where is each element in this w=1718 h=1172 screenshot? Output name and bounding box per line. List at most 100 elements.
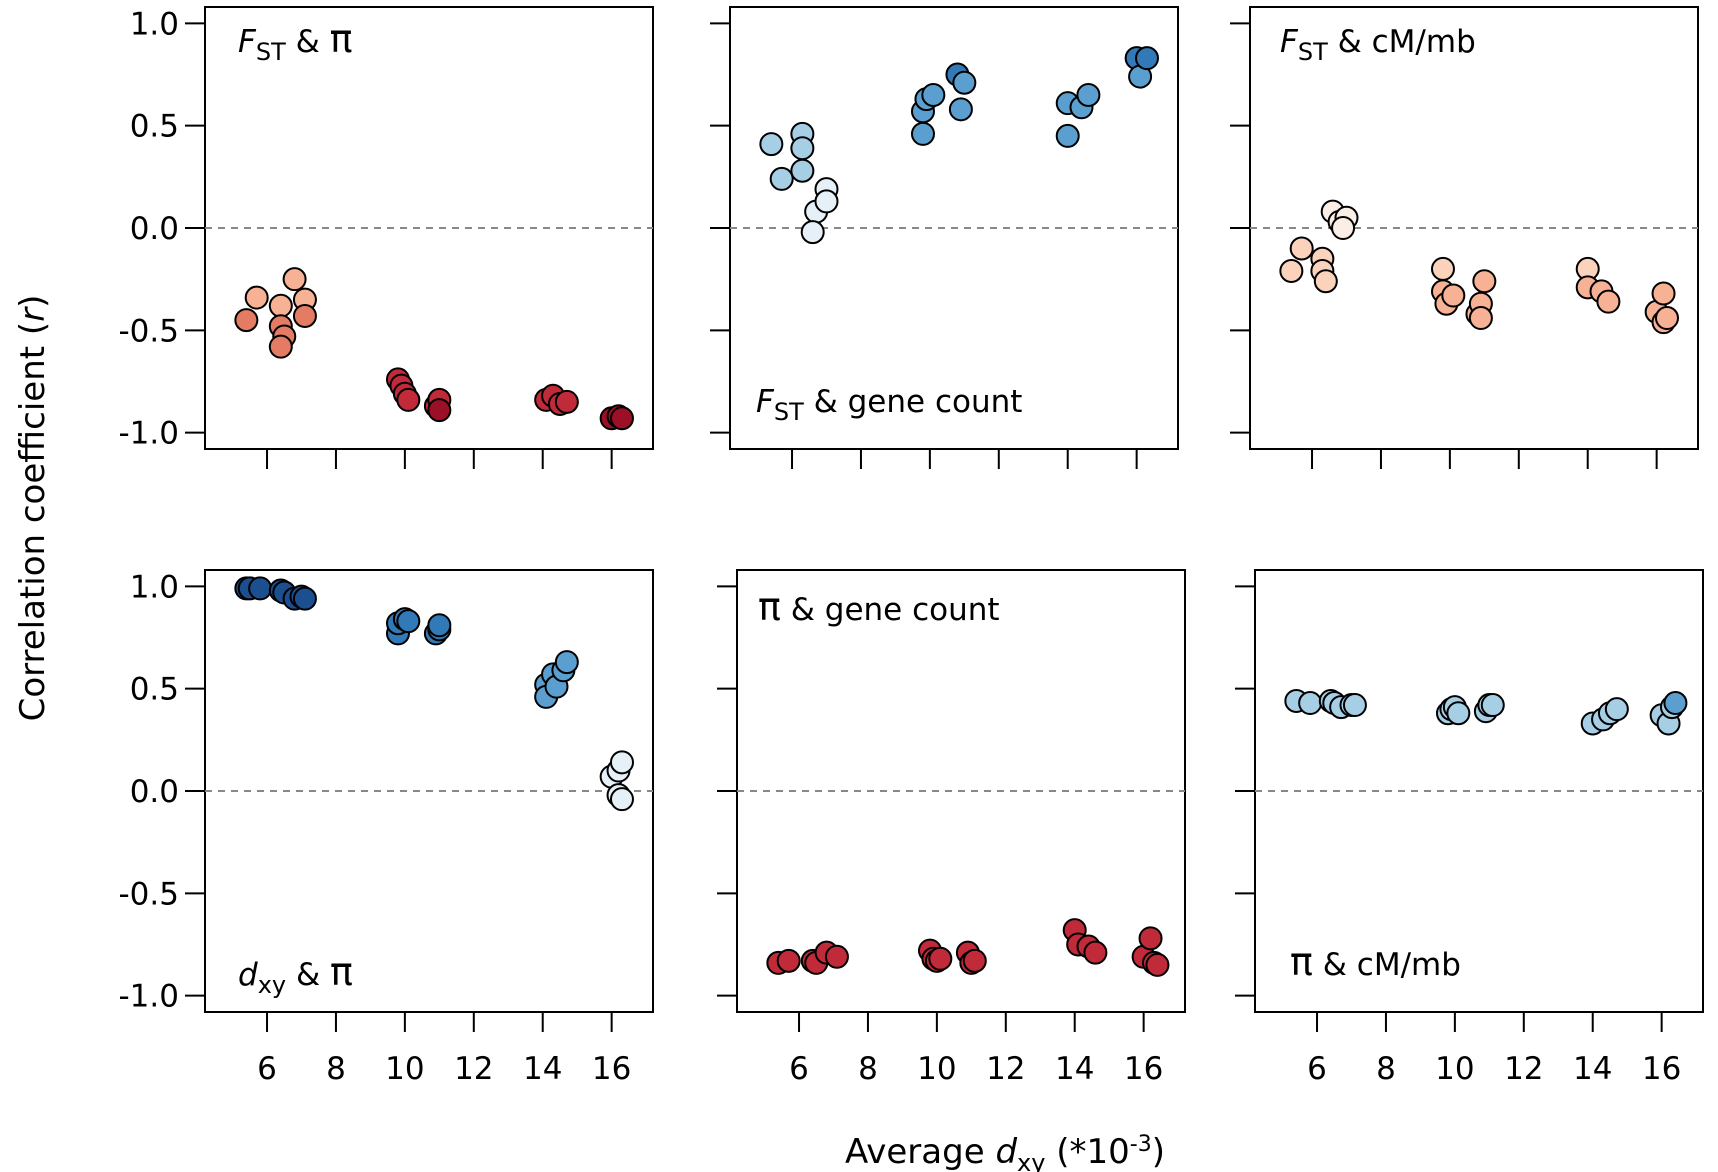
x-tick-label: 6 bbox=[1307, 1051, 1327, 1087]
data-point bbox=[928, 946, 953, 971]
y-tick-label: 1.0 bbox=[130, 569, 179, 605]
x-axis-title-close: ) bbox=[1152, 1132, 1165, 1172]
data-point bbox=[427, 613, 452, 638]
data-point bbox=[244, 285, 269, 310]
panel-label-rest: & cM/mb bbox=[1313, 947, 1461, 983]
data-point bbox=[1331, 216, 1356, 240]
data-point bbox=[609, 406, 634, 431]
x-tick-label: 14 bbox=[1055, 1051, 1094, 1087]
y-tick-label: 0.0 bbox=[130, 774, 179, 810]
data-point bbox=[814, 189, 839, 214]
panel-label-sub: ST bbox=[256, 38, 286, 66]
y-tick-label: 0.0 bbox=[130, 211, 179, 247]
data-point bbox=[234, 308, 259, 333]
y-tick-label: -0.5 bbox=[119, 313, 180, 349]
x-tick-label: 16 bbox=[592, 1051, 631, 1087]
data-point bbox=[1279, 258, 1304, 283]
data-point bbox=[609, 787, 634, 812]
panel-6: 6 8 10 12 14 16 π & cM/mb bbox=[1235, 569, 1704, 1087]
x-axis-title-main: Average bbox=[845, 1132, 995, 1172]
data-point bbox=[396, 609, 421, 634]
data-point bbox=[1654, 306, 1679, 331]
data-point bbox=[282, 267, 307, 292]
x-tick-label: 6 bbox=[257, 1051, 277, 1087]
data-point bbox=[1134, 46, 1159, 71]
panel-label-sub: ST bbox=[774, 398, 804, 426]
panel-label: FST & gene count bbox=[756, 384, 1022, 426]
panel-label-rest: & bbox=[286, 24, 330, 60]
panel-label-sub: xy bbox=[258, 971, 286, 999]
x-tick-label: 16 bbox=[1124, 1051, 1163, 1087]
data-point bbox=[268, 293, 293, 318]
data-point bbox=[1313, 269, 1338, 294]
data-point bbox=[609, 750, 634, 775]
panel-3: FST & cM/mb bbox=[1230, 6, 1699, 469]
data-point bbox=[759, 132, 784, 157]
data-point bbox=[769, 166, 794, 191]
data-point bbox=[1604, 697, 1629, 722]
panel-2: FST & gene count bbox=[710, 6, 1179, 469]
x-axis-title-sub: xy bbox=[1017, 1149, 1045, 1172]
x-tick-label: 8 bbox=[1376, 1051, 1396, 1087]
data-point bbox=[910, 121, 935, 146]
data-point bbox=[962, 948, 987, 973]
y-axis-title-close: ) bbox=[13, 295, 53, 308]
data-point bbox=[824, 944, 849, 969]
x-tick-label: 16 bbox=[1642, 1051, 1681, 1087]
data-point bbox=[427, 398, 452, 423]
x-tick-label: 6 bbox=[789, 1051, 809, 1087]
x-axis-title-var: d bbox=[995, 1132, 1017, 1172]
x-tick-label: 12 bbox=[986, 1051, 1025, 1087]
y-axis-title-main: Correlation coefficient ( bbox=[13, 322, 53, 722]
panel-label-symbol: π bbox=[1290, 940, 1313, 984]
data-point bbox=[948, 97, 973, 122]
data-point bbox=[1298, 691, 1323, 716]
data-point bbox=[292, 303, 317, 328]
data-point bbox=[1430, 256, 1455, 281]
data-point bbox=[1145, 952, 1170, 977]
data-point bbox=[1289, 236, 1314, 261]
x-tick-label: 14 bbox=[523, 1051, 562, 1087]
data-point bbox=[1342, 693, 1367, 718]
data-point bbox=[268, 334, 293, 359]
panel-label: π & cM/mb bbox=[1290, 940, 1461, 984]
x-tick-label: 8 bbox=[326, 1051, 346, 1087]
y-tick-label: -1.0 bbox=[119, 416, 180, 452]
x-tick-label: 12 bbox=[454, 1051, 493, 1087]
panel-label-symbol: π bbox=[330, 950, 353, 994]
data-point bbox=[1480, 693, 1505, 718]
data-point bbox=[554, 650, 579, 675]
panel-label-rest: & cM/mb bbox=[1328, 24, 1476, 60]
x-tick-label: 14 bbox=[1573, 1051, 1612, 1087]
data-point bbox=[248, 576, 273, 601]
y-tick-label: -0.5 bbox=[119, 876, 180, 912]
x-tick-label: 10 bbox=[385, 1051, 424, 1087]
panel-label-rest: & gene count bbox=[804, 384, 1023, 420]
data-point bbox=[952, 70, 977, 95]
data-point bbox=[1446, 701, 1471, 726]
x-axis-title-sup: -3 bbox=[1130, 1132, 1152, 1157]
data-point bbox=[800, 220, 825, 245]
y-tick-label: 0.5 bbox=[130, 672, 179, 708]
panel-label-rest: & gene count bbox=[781, 592, 1000, 628]
panel-label: FST & cM/mb bbox=[1280, 24, 1476, 66]
y-axis-title: Correlation coefficient (r) bbox=[13, 295, 53, 722]
data-point bbox=[1663, 691, 1688, 716]
x-tick-label: 12 bbox=[1504, 1051, 1543, 1087]
y-tick-label: 1.0 bbox=[130, 6, 179, 42]
data-point bbox=[1472, 269, 1497, 294]
panel-label: π & gene count bbox=[758, 585, 1000, 629]
data-point bbox=[1138, 926, 1163, 951]
panel-label-symbol: π bbox=[330, 17, 353, 61]
panel-5: 6 8 10 12 14 16 π & gene count bbox=[717, 569, 1186, 1087]
x-axis-title: Average dxy (*10-3) bbox=[845, 1132, 1165, 1172]
panel-label-symbol: π bbox=[758, 585, 781, 629]
data-point bbox=[1055, 123, 1080, 148]
y-axis-title-var: r bbox=[13, 306, 53, 322]
panel-label: FST & π bbox=[238, 17, 353, 66]
data-point bbox=[1468, 306, 1493, 331]
data-point bbox=[554, 389, 579, 414]
data-point bbox=[1076, 82, 1101, 107]
data-point bbox=[1651, 281, 1676, 306]
data-point bbox=[292, 586, 317, 611]
